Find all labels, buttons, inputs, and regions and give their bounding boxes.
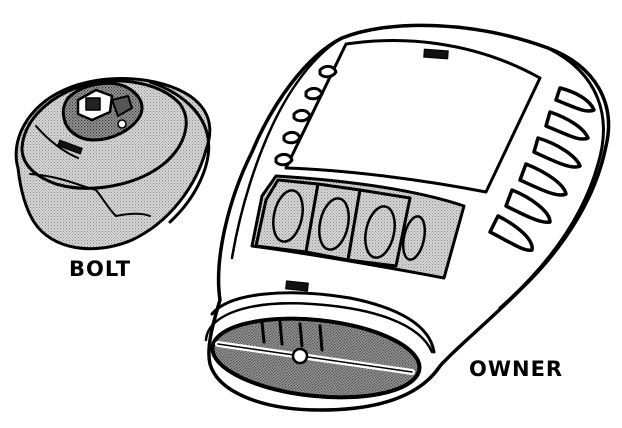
owner-left-vents <box>274 64 338 167</box>
owner-top-slot <box>423 48 449 60</box>
owner-label: OWNER <box>469 357 564 381</box>
bolt-indicator-bar <box>57 139 83 155</box>
bolt-rim <box>148 80 211 224</box>
owner-right-vents <box>488 86 596 252</box>
owner-window-ribs <box>260 320 324 352</box>
bolt-device <box>14 77 212 251</box>
owner-collar <box>210 291 436 354</box>
bolt-label: BOLT <box>69 257 132 281</box>
owner-button-3 <box>346 188 412 268</box>
owner-window-pivot <box>291 347 309 365</box>
owner-display <box>284 39 542 194</box>
owner-device <box>204 23 611 412</box>
owner-bottom-slot <box>285 280 309 292</box>
owner-buttons <box>254 178 412 268</box>
owner-button-rings <box>272 189 427 261</box>
bolt-split-line <box>29 173 151 217</box>
